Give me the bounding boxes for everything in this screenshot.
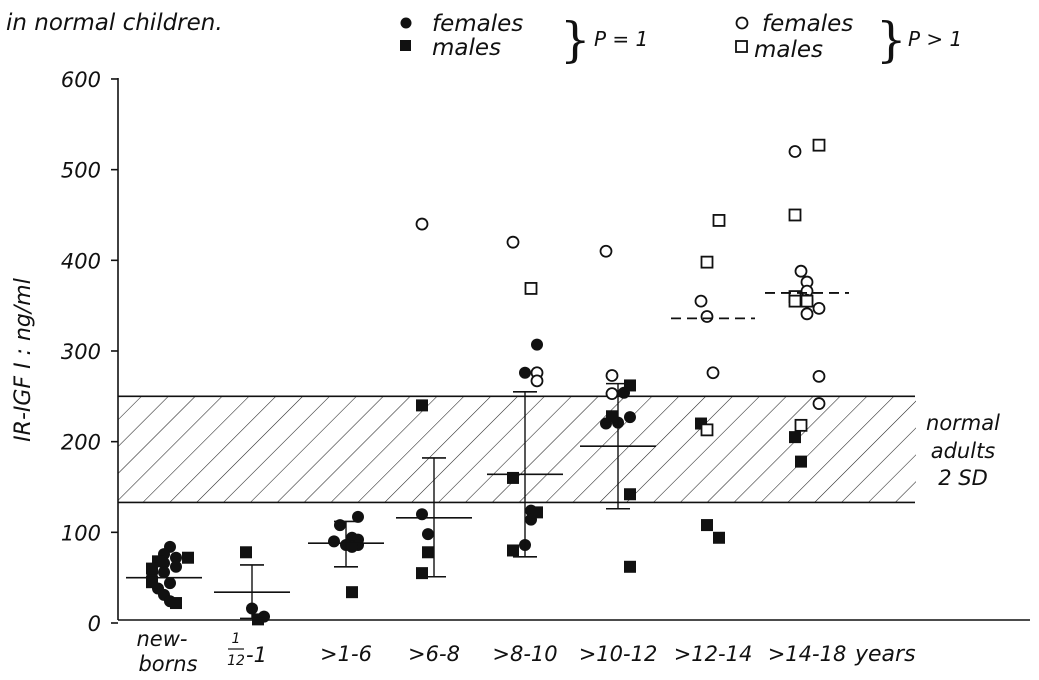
legend-male-p1-marker [400,40,411,51]
legend-brace-p1: } [560,12,591,68]
x-tick-label: >10-12 [579,642,658,666]
legend-brace-p2: } [876,12,907,68]
data-point-male-p2 [800,294,814,308]
data-point-male-p1 [713,531,725,544]
band-label-line3: 2 SD [938,466,988,490]
band-label-line1: normal [926,411,1000,435]
data-point-male-p2 [812,138,826,152]
data-point-male-p2 [788,208,802,222]
y-axis-title: IR-IGF I : ng/ml [11,278,36,442]
data-point-female-p2 [694,294,708,308]
data-point-male-p1 [795,455,807,468]
data-point-male-p2 [794,418,808,432]
data-point-male-p1 [346,586,358,599]
data-point-female-p1 [170,560,182,573]
data-point-female-p2 [800,307,814,321]
x-tick-label-line2: borns [138,652,197,676]
data-point-female-p1 [170,551,182,564]
data-point-male-p1 [507,544,519,557]
data-point-male-p1 [146,576,158,589]
data-point-female-p1 [624,411,636,424]
data-point-male-p2 [700,255,714,269]
x-axis-title: years [854,642,916,667]
data-point-male-p2 [712,214,726,227]
data-point-male-p1 [701,519,713,532]
band-label-background [916,394,1039,505]
data-point-male-p1 [252,613,264,626]
chart-title: in normal children. [6,10,223,36]
legend-male-p2-label: males [754,37,823,63]
data-point-female-p1 [328,535,340,548]
data-point-female-p2 [794,264,808,278]
data-point-male-p1 [789,431,801,444]
y-tick-label: 100 [61,521,101,545]
y-tick-label: 500 [61,159,101,183]
data-point-female-p2 [415,217,429,231]
legend-female-p1-label: females [432,11,523,37]
y-tick-label: 200 [61,431,101,455]
data-point-female-p1 [531,338,543,351]
x-tick-label-line1: new- [137,627,188,651]
legend-p2-text: P > 1 [908,27,962,51]
data-point-male-p2 [788,294,802,308]
normal-range-band [118,396,1030,503]
x-tick-label: >14-18 [768,642,847,666]
data-point-male-p1 [170,597,182,610]
data-point-female-p2 [605,387,619,401]
data-point-male-p1 [240,546,252,559]
x-tick-label: >8-10 [492,642,557,666]
data-point-male-p1 [531,506,543,519]
x-tick-label: >1-6 [320,642,372,666]
data-point-male-p1 [624,488,636,501]
x-tick-label: >12-14 [674,642,753,666]
band-label-line2: adults [931,439,996,463]
data-point-female-p2 [530,374,544,388]
data-point-female-p1 [519,366,531,379]
data-point-female-p2 [812,301,826,315]
legend-female-p1-marker [400,17,412,29]
y-tick-label: 300 [61,340,101,364]
legend-female-p2-label: females [762,11,853,37]
x-tick-label-den: 12 [227,653,245,669]
data-point-male-p1 [146,562,158,575]
data-point-female-p2 [605,369,619,382]
y-tick-label: 600 [61,68,101,92]
y-tick-label: 0 [88,612,101,636]
data-point-male-p1 [416,399,428,412]
data-point-male-p2 [524,282,538,295]
data-point-female-p2 [700,310,714,323]
data-point-female-p2 [788,145,802,158]
data-point-male-p1 [422,546,434,559]
data-point-male-p1 [606,410,618,423]
x-tick-label-num: 1 [232,631,241,647]
data-point-female-p2 [599,244,613,258]
data-point-female-p2 [812,397,826,410]
y-tick-label: 400 [61,249,101,273]
data-point-female-p2 [812,369,826,383]
data-point-male-p1 [182,551,194,564]
data-point-female-p1 [422,528,434,541]
x-tick-label-rest: -1 [246,643,267,667]
legend-p1-text: P = 1 [594,27,648,51]
data-point-male-p2 [700,423,714,437]
data-point-female-p1 [164,577,176,590]
legend-male-p1-label: males [432,35,501,61]
data-point-female-p1 [352,510,364,523]
legend-male-p2-marker [735,40,748,53]
data-point-male-p1 [624,379,636,392]
data-point-male-p1 [624,560,636,573]
legend-female-p2-marker [735,16,749,30]
data-point-female-p2 [506,235,520,249]
x-tick-label: >6-8 [408,642,460,666]
legend: females males } P = 1 females males } P … [400,11,962,68]
data-point-female-p2 [706,366,720,380]
data-point-female-p1 [158,566,170,579]
